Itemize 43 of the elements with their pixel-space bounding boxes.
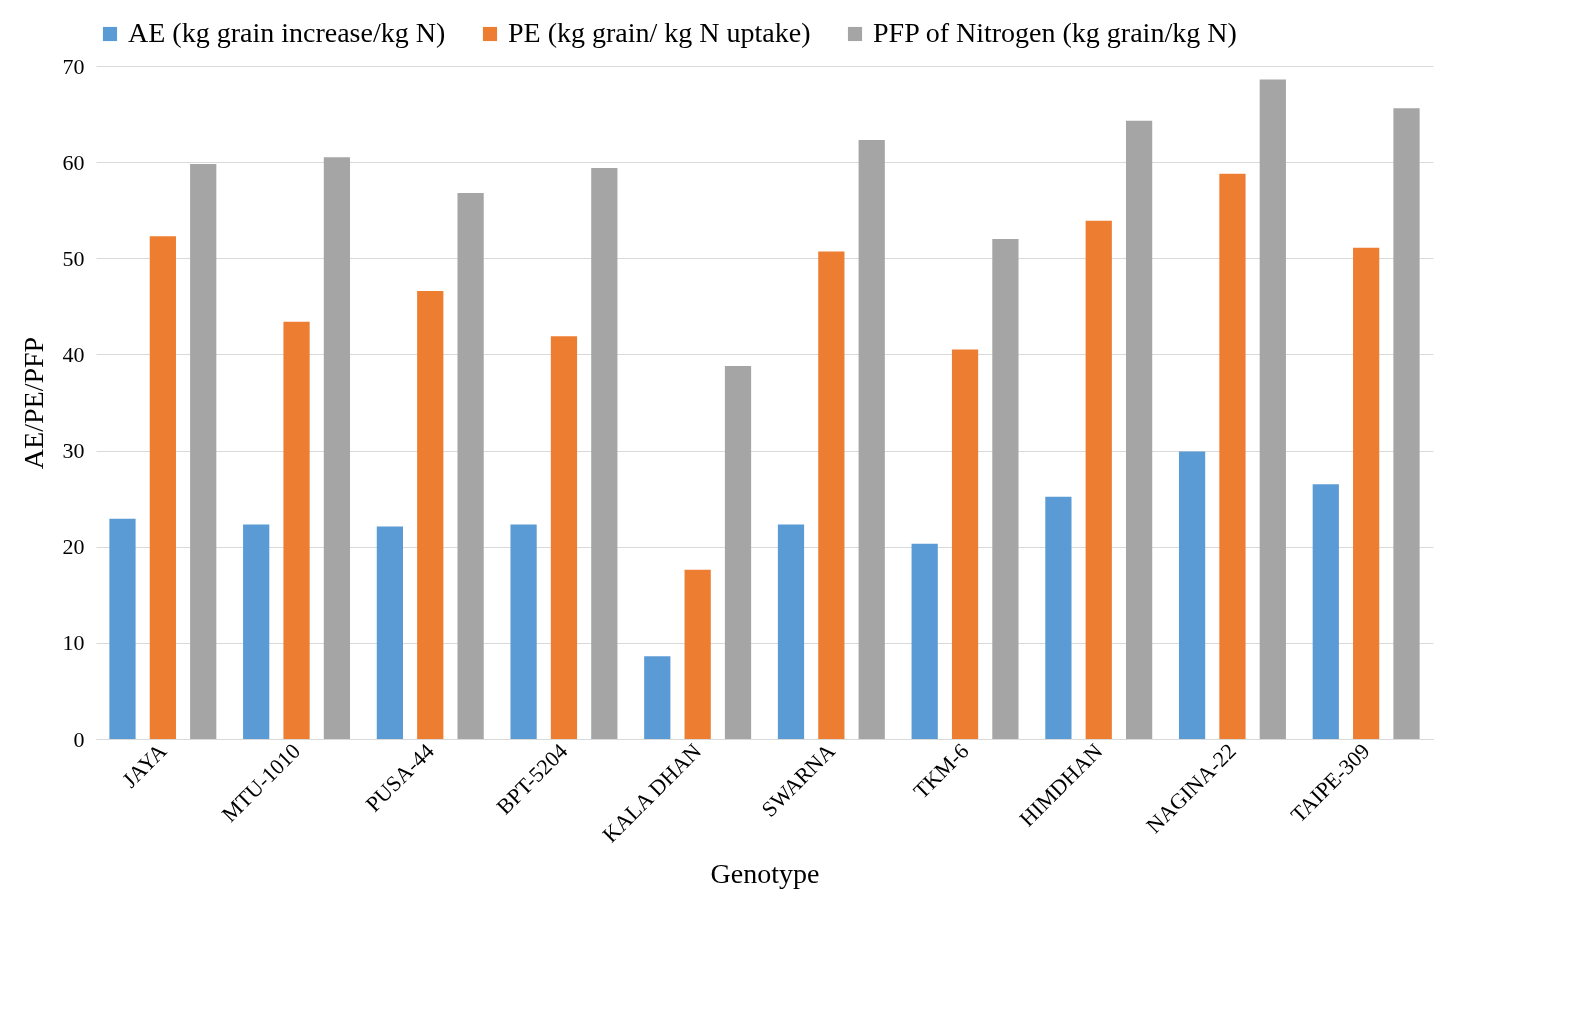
legend-label: PE (kg grain/ kg N uptake) (508, 17, 811, 48)
bar (550, 336, 578, 739)
y-tick-label: 50 (62, 245, 85, 271)
bar (109, 518, 136, 739)
bar (777, 524, 805, 739)
bar (1259, 79, 1286, 739)
bar (1312, 484, 1339, 739)
bar (684, 569, 711, 739)
y-tick-label: 40 (62, 341, 85, 367)
bar (323, 157, 351, 739)
y-tick-label: 10 (62, 630, 85, 656)
bar (510, 524, 537, 739)
bar (858, 140, 885, 739)
bar (1085, 220, 1112, 739)
y-tick-label: 60 (62, 149, 85, 175)
bar (911, 543, 938, 739)
y-tick-label: 0 (73, 726, 85, 752)
bar (1353, 247, 1380, 739)
bar (591, 167, 618, 739)
bar (376, 526, 404, 739)
bar (1125, 120, 1153, 739)
bar (644, 656, 671, 739)
y-tick-label: 20 (62, 534, 85, 560)
bar (1045, 496, 1072, 739)
bar (457, 192, 484, 739)
y-tick-label: 70 (62, 53, 85, 79)
bar (1178, 451, 1206, 739)
bar (243, 524, 270, 739)
x-axis-title: Genotype (710, 858, 820, 890)
bar (818, 251, 845, 739)
bar (1393, 108, 1420, 739)
bar (1219, 173, 1246, 739)
y-tick-label: 30 (62, 438, 85, 464)
legend-label: AE (kg grain increase/kg N) (128, 17, 446, 48)
bar (992, 239, 1019, 739)
bar (283, 321, 310, 739)
bar (951, 349, 979, 739)
bar (190, 164, 217, 739)
y-axis-title: AE/PE/PFP (17, 336, 49, 470)
legend-label: PFP of Nitrogen (kg grain/kg N) (873, 17, 1237, 48)
bar (149, 236, 176, 739)
bar (417, 290, 444, 739)
bar (724, 365, 752, 739)
